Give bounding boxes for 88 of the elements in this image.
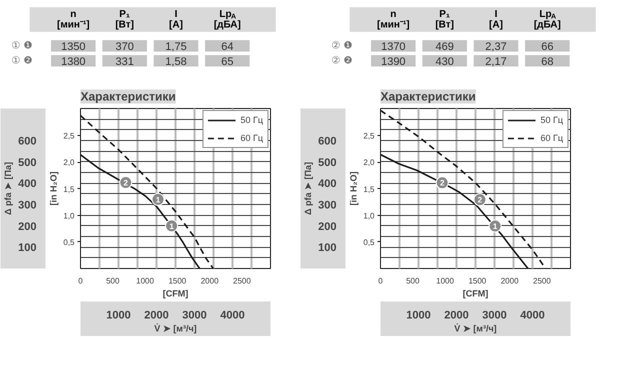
x2-tick-label: 2500 (233, 276, 252, 286)
category-label: n [мин⁻¹] (377, 8, 410, 30)
annotation: 1 (156, 195, 161, 204)
data-label: 1,58 (165, 56, 187, 68)
data-label: 370 (115, 40, 134, 53)
legend-label: 50 Гц (240, 115, 263, 125)
y2-tick-label: 2,0 (363, 158, 376, 168)
x2-tick-label: 2000 (200, 276, 220, 286)
y-tick-label: 100 (18, 242, 37, 254)
x2-tick-label: 0 (78, 276, 84, 286)
series-label: ② ❷ (331, 55, 352, 66)
data-label: 331 (115, 56, 134, 68)
x2-tick-label: 500 (406, 276, 420, 286)
y2-tick-label: 2,0 (63, 158, 76, 168)
y-tick-label: 500 (318, 156, 337, 169)
series-label: ② ❶ (331, 40, 352, 52)
data-label: 2,37 (485, 40, 507, 53)
category-label: P₁ [Вт] (115, 8, 134, 30)
y2-tick-label: 0,5 (363, 238, 376, 247)
y-tick-label: 600 (318, 136, 337, 148)
annotation: 2 (478, 196, 483, 205)
data-label: 65 (221, 56, 234, 68)
y2-tick-label: 1,0 (63, 211, 76, 220)
data-label: 68 (541, 56, 554, 68)
x-axis-title: V̇ ➤ [м³/ч] (454, 323, 497, 334)
category-label: n [мин⁻¹] (57, 8, 90, 30)
y2-axis-title: [in H₂O] (348, 171, 358, 206)
y-tick-label: 400 (18, 178, 37, 190)
x-tick-label: 2000 (144, 310, 169, 322)
x-tick-label: 2000 (444, 310, 469, 322)
data-label: 1,75 (165, 40, 187, 53)
data-label: 1380 (61, 56, 86, 68)
y2-axis-title: [in H₂O] (48, 171, 58, 206)
y2-tick-label: 1,5 (63, 184, 76, 194)
y-tick-label: 300 (318, 200, 337, 212)
data-label: 430 (435, 56, 454, 68)
data-label: 64 (221, 40, 234, 53)
y2-tick-label: 2,5 (363, 132, 376, 141)
annotation: 2 (123, 178, 128, 188)
y-axis-title: Δ pfa ➤ [Па] (3, 162, 14, 215)
x-tick-label: 1000 (406, 310, 431, 322)
x-tick-label: 3000 (182, 310, 207, 322)
x2-axis-title: [CFM] (462, 288, 488, 298)
annotation: 1 (169, 222, 174, 231)
data-label: 1390 (381, 56, 406, 68)
y2-tick-label: 2,5 (63, 132, 76, 141)
y-tick-label: 200 (18, 220, 37, 233)
x2-tick-label: 2500 (533, 276, 552, 286)
y-tick-label: 100 (318, 242, 337, 254)
y2-tick-label: 1,0 (363, 211, 376, 220)
y-tick-label: 300 (18, 200, 37, 212)
y2-tick-label: 1,5 (363, 184, 376, 194)
chart-title: Характеристики (80, 90, 176, 104)
x2-tick-label: 1500 (168, 276, 187, 286)
x-tick-label: 4000 (520, 310, 545, 322)
legend-label: 50 Гц (540, 115, 563, 125)
category-label: P₁ [Вт] (435, 8, 454, 30)
data-label: 1370 (381, 40, 406, 53)
x2-tick-label: 1000 (436, 276, 455, 286)
data-label: 2,17 (485, 56, 507, 68)
x-axis-title: V̇ ➤ [м³/ч] (154, 323, 197, 334)
x-tick-label: 4000 (220, 310, 245, 322)
y-tick-label: 500 (18, 156, 37, 169)
series-label: ① ❶ (11, 40, 32, 52)
x2-tick-label: 1500 (468, 276, 487, 286)
annotation: 1 (492, 222, 498, 232)
x2-tick-label: 2000 (500, 276, 520, 286)
y2-tick-label: 0,5 (63, 238, 76, 247)
legend-label: 60 Гц (240, 133, 263, 143)
y-tick-label: 400 (318, 178, 337, 190)
x-tick-label: 3000 (482, 310, 507, 322)
x2-axis-title: [CFM] (162, 288, 188, 298)
data-label: 66 (541, 40, 554, 53)
category-label: I [А] (489, 8, 503, 30)
x2-tick-label: 1000 (136, 276, 155, 286)
legend-label: 60 Гц (540, 133, 563, 143)
annotation: 2 (440, 178, 445, 188)
chart-title: Характеристики (380, 90, 476, 104)
data-label: 1350 (61, 40, 86, 53)
series-label: ① ❷ (11, 55, 32, 66)
category-label: I [А] (169, 8, 183, 30)
y-axis-title: Δ pfa ➤ [Па] (303, 162, 314, 215)
y-tick-label: 200 (318, 220, 337, 233)
data-label: 469 (435, 40, 454, 53)
x2-tick-label: 500 (106, 276, 120, 286)
y-tick-label: 600 (18, 136, 37, 148)
x-tick-label: 1000 (106, 310, 131, 322)
x2-tick-label: 0 (378, 276, 384, 286)
